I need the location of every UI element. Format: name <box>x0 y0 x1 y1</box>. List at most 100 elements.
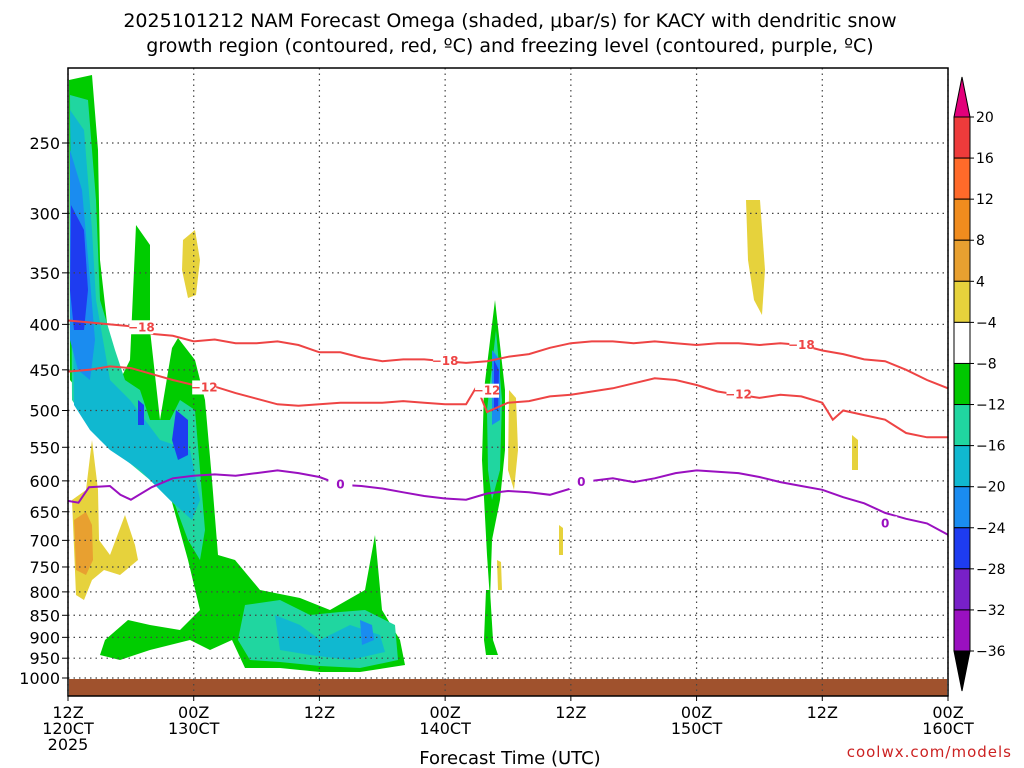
omega-shade-region <box>852 435 858 470</box>
colorbar-swatch <box>953 198 971 241</box>
omega-shade-region <box>74 512 93 575</box>
x-tick-label: 12Z <box>807 703 838 722</box>
colorbar-swatch <box>953 527 971 570</box>
contour-label-bg <box>726 387 751 402</box>
contour-label: −18 <box>432 354 459 368</box>
colorbar: 20 16 12 8 4 −4 −8 −12 −16 −20 −24 −28 −32 −36 <box>953 76 1006 692</box>
colorbar-label: −20 <box>976 480 1006 496</box>
y-tick-label: 550 <box>29 438 60 457</box>
y-tick-label: 900 <box>29 628 60 647</box>
chart-title-line1: 2025101212 NAM Forecast Omega (shaded, μ… <box>123 10 896 32</box>
x-tick-label: 00Z <box>429 703 460 722</box>
credit-text: coolwx.com/models <box>847 743 1012 761</box>
x-tick-label: 12Z <box>52 703 83 722</box>
y-tick-label: 700 <box>29 531 60 550</box>
colorbar-label: −8 <box>976 356 997 372</box>
colorbar-label: −32 <box>976 603 1006 619</box>
x-tick-label: 00Z <box>681 703 712 722</box>
contour-label-bg <box>873 516 898 531</box>
colorbar-swatch <box>953 321 971 364</box>
contour-label: −18 <box>128 320 155 334</box>
y-tick-label: 250 <box>29 134 60 153</box>
y-tick-label: 300 <box>29 204 60 223</box>
x-axis-label: Forecast Time (UTC) <box>419 748 600 768</box>
y-tick-label: 850 <box>29 606 60 625</box>
y-tick-label: 350 <box>29 264 60 283</box>
colorbar-swatch <box>953 404 971 447</box>
x-tick-label: 140CT <box>419 719 471 738</box>
x-tick-label: 160CT <box>922 719 974 738</box>
x-tick-label: 150CT <box>671 719 723 738</box>
x-tick-label: 00Z <box>178 703 209 722</box>
colorbar-label: −36 <box>976 644 1006 660</box>
contour-label: 0 <box>881 516 889 530</box>
freezing-contour-line <box>67 469 949 536</box>
contour-label-bg <box>569 475 594 490</box>
omega-shading <box>69 75 858 672</box>
colorbar-swatch <box>953 486 971 529</box>
y-tick-label: 500 <box>29 402 60 421</box>
colorbar-swatch <box>953 650 971 692</box>
x-tick-label: 130CT <box>168 719 220 738</box>
omega-shade-region <box>182 230 200 298</box>
colorbar-swatch <box>953 362 971 406</box>
omega-shade-region <box>484 590 498 655</box>
colorbar-label: 8 <box>976 233 985 249</box>
colorbar-swatch <box>953 116 971 159</box>
colorbar-swatch <box>953 157 971 200</box>
plot-area: −18 −18 −18 −12 −12 −12 0 0 0 <box>67 67 949 697</box>
contour-label: −12 <box>191 380 218 394</box>
x-tick-label: 12Z <box>555 703 586 722</box>
omega-shade-region <box>69 75 405 672</box>
chart-title-line2: growth region (contoured, red, ºC) and f… <box>146 35 873 57</box>
colorbar-label: −28 <box>976 562 1006 578</box>
colorbar-swatch <box>953 280 971 323</box>
colorbar-label: −12 <box>976 398 1006 414</box>
y-tick-label: 1000 <box>19 669 60 688</box>
omega-shade-region <box>746 200 765 315</box>
y-tick-label: 600 <box>29 472 60 491</box>
colorbar-label: 16 <box>976 151 994 167</box>
contour-label-bg <box>789 338 814 353</box>
colorbar-label: 12 <box>976 192 994 208</box>
colorbar-swatch <box>953 568 971 611</box>
contour-label: 0 <box>336 478 344 492</box>
colorbar-swatch <box>953 76 971 118</box>
x-tick-label: 2025 <box>48 735 89 754</box>
contour-label: −12 <box>725 388 752 402</box>
omega-shade-region <box>70 110 200 520</box>
colorbar-swatch <box>953 239 971 282</box>
contour-label-bg <box>192 380 217 395</box>
contour-label-bg <box>475 383 500 398</box>
colorbar-swatch <box>953 445 971 488</box>
y-tick-label: 650 <box>29 503 60 522</box>
colorbar-label: −24 <box>976 521 1006 537</box>
plot-border <box>67 67 949 697</box>
contour-label-bg <box>433 354 458 369</box>
colorbar-swatch <box>953 609 971 652</box>
colorbar-label: 4 <box>976 274 985 290</box>
contour-label: 0 <box>577 475 585 489</box>
colorbar-label: −16 <box>976 439 1006 455</box>
y-tick-label: 400 <box>29 315 60 334</box>
omega-shade-region <box>138 400 144 425</box>
contour-label: −12 <box>474 384 501 398</box>
omega-shade-region <box>508 390 518 490</box>
omega-shade-region <box>275 615 385 660</box>
contour-label: −18 <box>788 338 815 352</box>
x-tick-label: 00Z <box>932 703 963 722</box>
omega-shade-region <box>360 620 374 645</box>
y-tick-label: 450 <box>29 361 60 380</box>
x-tick-label: 12Z <box>304 703 335 722</box>
omega-shade-region <box>559 525 563 555</box>
colorbar-label: −4 <box>976 315 997 331</box>
x-tick-label: 120CT <box>42 719 94 738</box>
ground-surface <box>69 679 947 696</box>
y-tick-label: 950 <box>29 649 60 668</box>
contour-label-bg <box>129 320 154 335</box>
colorbar-label: 20 <box>976 110 994 126</box>
contour-label-bg <box>328 477 353 492</box>
y-tick-label: 800 <box>29 583 60 602</box>
